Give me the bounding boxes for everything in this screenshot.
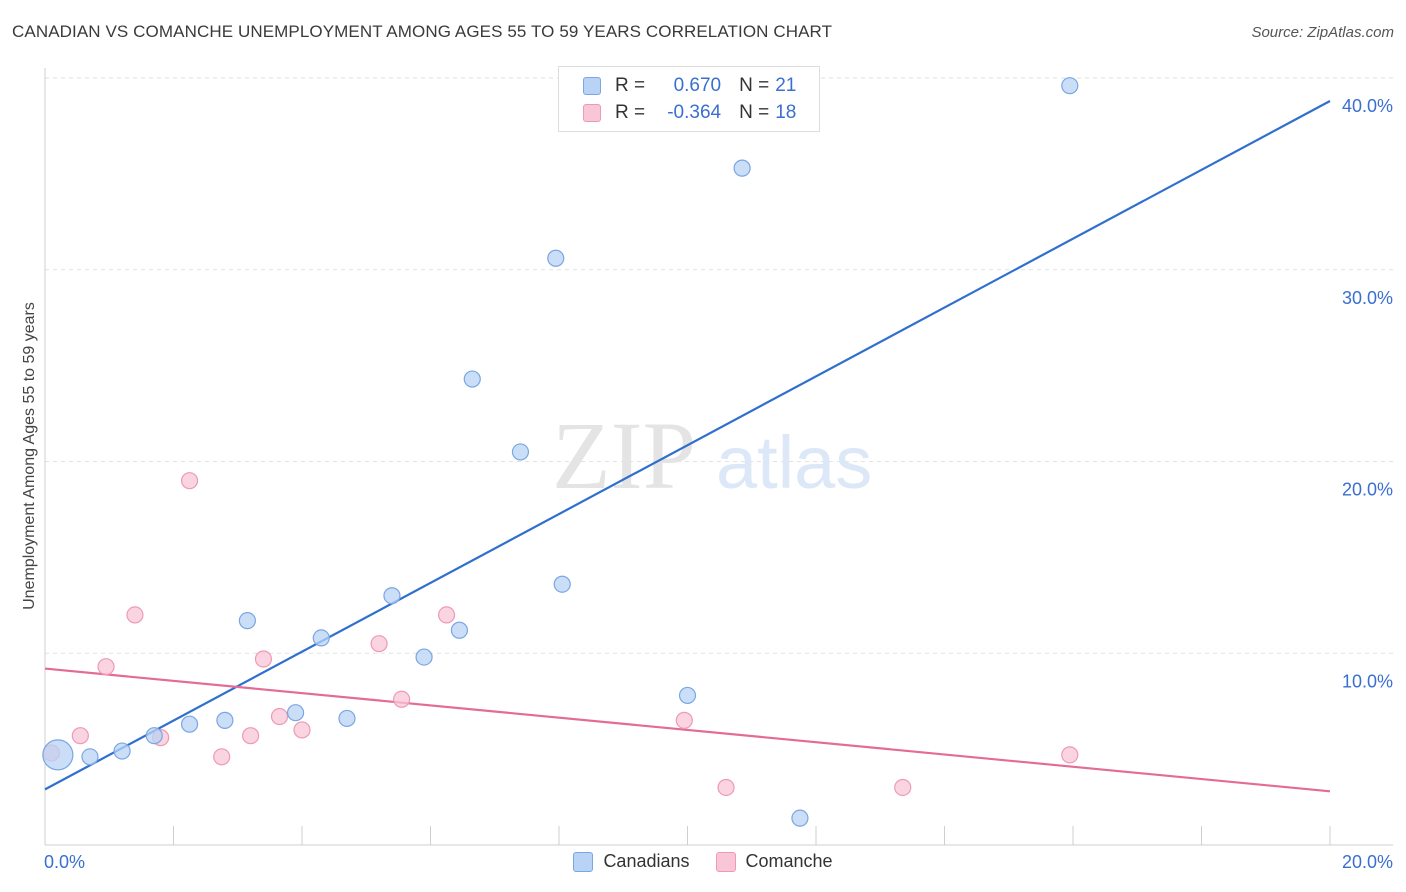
- canadians-point: [791, 809, 809, 827]
- comanche-point: [213, 748, 231, 766]
- canadians-point: [547, 249, 565, 267]
- y-tick-label: 10.0%: [1342, 671, 1393, 691]
- comanche-point: [126, 606, 144, 624]
- x-tick-label-max: 20.0%: [1341, 852, 1393, 872]
- canadians-point: [145, 727, 163, 745]
- watermark-atlas: atlas: [716, 421, 872, 504]
- canadians-point: [678, 686, 697, 705]
- comanche-point: [270, 707, 289, 726]
- axes: [44, 68, 1393, 846]
- legend-n-value: 18: [775, 102, 797, 123]
- y-tick-label: 20.0%: [1342, 480, 1393, 500]
- canadians-point: [1061, 77, 1079, 95]
- stats-legend: R = 0.670 N = 21 R = -0.364 N = 18: [558, 66, 820, 132]
- legend-swatch-canadians: [583, 77, 601, 95]
- canadians-point: [81, 748, 99, 766]
- chart-title: CANADIAN VS COMANCHE UNEMPLOYMENT AMONG …: [12, 22, 833, 41]
- canadians-point: [415, 648, 433, 666]
- x-tick-label-min: 0.0%: [44, 852, 86, 872]
- source-label: Source: ZipAtlas.com: [1251, 24, 1394, 41]
- canadians-point: [216, 711, 234, 729]
- trend-line-canadians: [44, 100, 1331, 791]
- legend-item-canadians: Canadians: [573, 851, 690, 872]
- canadians-point: [511, 443, 530, 461]
- comanche-point: [254, 650, 273, 668]
- comanche-point: [293, 721, 311, 739]
- comanche-point: [675, 711, 693, 729]
- watermark-zip: ZIP: [552, 402, 696, 509]
- comanche-point: [717, 778, 735, 797]
- legend-r-label: R =: [615, 75, 646, 96]
- legend-swatch-canadians: [573, 851, 594, 872]
- canadians-point: [450, 621, 469, 639]
- legend-item-comanche: Comanche: [715, 851, 833, 872]
- watermark: ZIP atlas: [552, 402, 872, 509]
- comanche-point: [97, 658, 115, 676]
- canadians-point: [42, 739, 74, 771]
- legend-n-label: N =: [739, 75, 770, 96]
- legend-swatch-comanche: [715, 851, 736, 872]
- legend-r-value: -0.364: [667, 102, 722, 123]
- legend-label-canadians: Canadians: [603, 851, 690, 871]
- legend-r-label: R =: [615, 102, 646, 123]
- legend-n-label: N =: [739, 102, 770, 123]
- comanche-point: [370, 635, 388, 653]
- canadians-point: [180, 715, 199, 733]
- trend-line-comanche: [44, 667, 1331, 793]
- legend-r-value: 0.670: [673, 75, 722, 96]
- y-tick-labels: 10.0% 20.0% 30.0% 40.0%: [1342, 96, 1393, 691]
- y-tick-label: 40.0%: [1342, 96, 1393, 116]
- legend-n-value: 21: [775, 75, 797, 96]
- canadians-point: [463, 370, 481, 388]
- canadians-point: [383, 587, 401, 605]
- data-points: [42, 77, 1079, 827]
- comanche-point: [242, 727, 260, 745]
- canadians-point: [312, 629, 330, 647]
- comanche-point: [71, 727, 89, 745]
- legend-swatch-comanche: [583, 104, 601, 122]
- gridlines: [45, 77, 1393, 654]
- canadians-point: [338, 709, 356, 728]
- series-legend: Canadians Comanche: [0, 851, 1406, 872]
- canadians-point: [553, 575, 571, 593]
- canadians-point: [113, 742, 131, 760]
- comanche-point: [894, 778, 912, 797]
- legend-label-comanche: Comanche: [745, 851, 833, 871]
- canadians-point: [286, 704, 305, 722]
- legend-row-canadians: R = 0.670 N = 21: [583, 74, 796, 98]
- trend-lines: [44, 100, 1331, 793]
- comanche-point: [1061, 746, 1079, 764]
- legend-row-comanche: R = -0.364 N = 18: [583, 101, 796, 125]
- y-tick-label: 30.0%: [1342, 288, 1393, 308]
- comanche-point: [180, 472, 199, 490]
- canadians-point: [733, 159, 751, 177]
- comanche-point: [437, 606, 456, 624]
- canadians-point: [238, 612, 256, 630]
- comanche-point: [392, 690, 411, 708]
